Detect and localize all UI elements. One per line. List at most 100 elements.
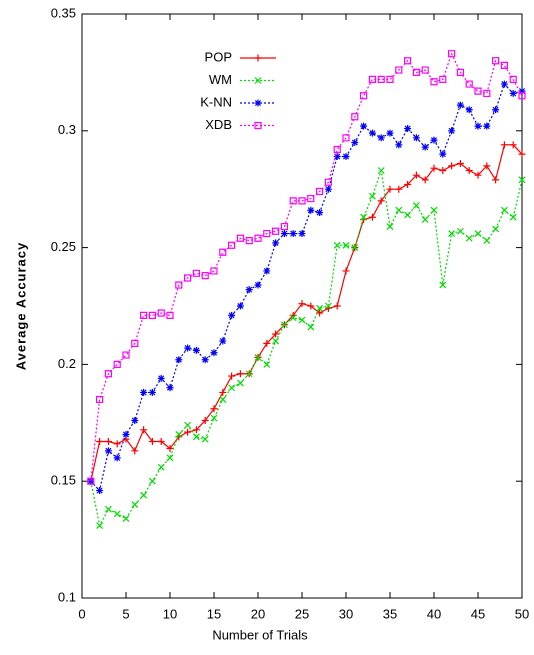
marker bbox=[324, 178, 332, 186]
marker bbox=[307, 302, 315, 310]
series-line bbox=[90, 144, 523, 482]
marker bbox=[96, 522, 104, 530]
marker bbox=[219, 248, 227, 256]
marker bbox=[368, 192, 376, 200]
marker bbox=[448, 127, 456, 135]
marker bbox=[201, 416, 209, 424]
legend-label: POP bbox=[205, 49, 232, 64]
marker bbox=[412, 134, 420, 142]
marker bbox=[228, 384, 236, 392]
marker bbox=[518, 176, 526, 184]
marker bbox=[210, 349, 218, 357]
marker bbox=[148, 311, 156, 319]
marker bbox=[113, 360, 121, 368]
marker bbox=[368, 129, 376, 137]
marker bbox=[377, 134, 385, 142]
marker bbox=[307, 206, 315, 214]
marker bbox=[175, 431, 183, 438]
marker bbox=[430, 164, 438, 172]
marker bbox=[245, 286, 253, 294]
marker bbox=[280, 230, 288, 238]
legend-marker bbox=[254, 77, 262, 84]
marker bbox=[316, 209, 324, 217]
marker bbox=[333, 241, 341, 249]
y-tick-label: 0.2 bbox=[58, 356, 76, 371]
marker bbox=[377, 75, 385, 84]
marker bbox=[140, 426, 148, 434]
marker bbox=[456, 101, 464, 109]
marker bbox=[430, 206, 438, 214]
marker bbox=[342, 134, 350, 142]
marker bbox=[333, 302, 341, 310]
y-tick-label: 0.35 bbox=[51, 5, 76, 20]
legend-marker bbox=[254, 121, 262, 130]
marker bbox=[166, 444, 174, 452]
marker bbox=[113, 510, 121, 518]
marker bbox=[245, 236, 253, 245]
legend-marker bbox=[254, 99, 262, 107]
marker bbox=[280, 321, 288, 329]
marker bbox=[342, 241, 350, 249]
marker bbox=[500, 141, 508, 149]
marker bbox=[518, 87, 526, 95]
marker bbox=[324, 302, 332, 310]
marker bbox=[148, 388, 156, 396]
marker bbox=[228, 241, 236, 249]
marker bbox=[368, 213, 376, 221]
marker bbox=[280, 222, 288, 231]
legend-label: WM bbox=[209, 72, 232, 87]
marker bbox=[307, 194, 315, 203]
marker bbox=[272, 239, 280, 247]
marker bbox=[104, 437, 112, 445]
marker bbox=[254, 234, 262, 242]
marker bbox=[333, 145, 341, 154]
marker bbox=[465, 167, 473, 175]
marker bbox=[456, 227, 464, 235]
marker bbox=[236, 370, 244, 378]
marker bbox=[395, 185, 403, 193]
x-tick-label: 5 bbox=[122, 606, 129, 621]
marker bbox=[316, 187, 324, 196]
marker bbox=[483, 89, 491, 98]
marker bbox=[96, 487, 104, 495]
marker bbox=[263, 229, 271, 238]
marker bbox=[131, 447, 139, 455]
marker bbox=[157, 463, 165, 471]
marker bbox=[236, 302, 244, 310]
marker bbox=[509, 89, 517, 97]
series-line bbox=[90, 170, 523, 528]
marker bbox=[298, 316, 306, 324]
marker bbox=[474, 122, 482, 130]
marker bbox=[404, 124, 412, 132]
marker bbox=[201, 356, 209, 364]
marker bbox=[509, 75, 517, 84]
marker bbox=[386, 129, 394, 137]
y-tick-label: 0.15 bbox=[51, 473, 76, 488]
marker bbox=[509, 213, 517, 221]
marker bbox=[228, 372, 236, 380]
marker bbox=[236, 379, 244, 387]
marker bbox=[307, 323, 315, 331]
marker bbox=[289, 314, 297, 322]
marker bbox=[210, 267, 218, 275]
marker bbox=[184, 274, 192, 282]
x-tick-label: 0 bbox=[78, 606, 85, 621]
marker bbox=[263, 360, 271, 368]
x-tick-label: 45 bbox=[471, 606, 485, 621]
marker bbox=[131, 416, 139, 424]
marker bbox=[113, 454, 121, 462]
marker bbox=[272, 337, 280, 345]
marker bbox=[518, 150, 526, 158]
marker bbox=[131, 501, 139, 508]
marker bbox=[474, 230, 482, 238]
marker bbox=[518, 92, 526, 100]
marker bbox=[263, 339, 271, 347]
marker bbox=[412, 171, 420, 179]
marker bbox=[113, 440, 121, 448]
marker bbox=[175, 356, 183, 364]
marker bbox=[298, 197, 306, 205]
marker bbox=[192, 426, 200, 434]
marker bbox=[500, 61, 508, 69]
marker bbox=[492, 225, 500, 233]
marker bbox=[254, 281, 262, 289]
